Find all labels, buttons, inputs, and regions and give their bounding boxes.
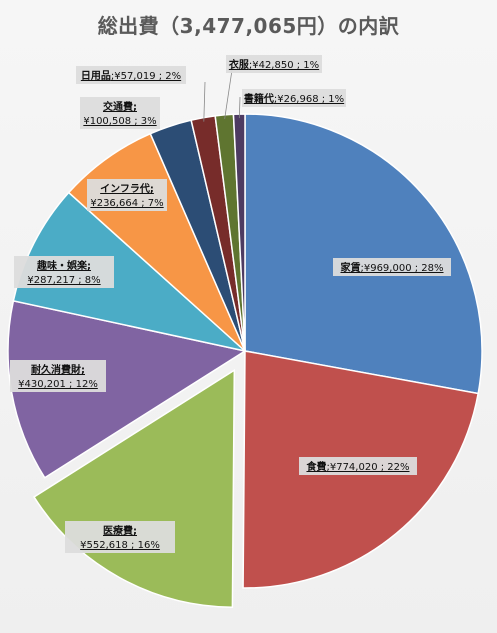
svg-text:日用品;¥57,019 ; 2%: 日用品;¥57,019 ; 2%	[81, 70, 181, 82]
data-label-3: 医療費; ¥552,618 ; 16%	[65, 521, 175, 553]
svg-text:医療費;: 医療費;	[103, 524, 137, 537]
leader-line-10	[238, 96, 241, 119]
pie-slice-5	[12, 191, 248, 353]
data-label-10: 書籍代;¥26,968 ; 1%	[242, 89, 346, 107]
data-label-7: 交通費; ¥100,508 ; 3%	[80, 97, 160, 129]
leader-line-8	[203, 81, 206, 122]
pie-slice-1	[244, 113, 483, 395]
pie-slice-4	[7, 299, 247, 479]
svg-text:趣味・娯楽;: 趣味・娯楽;	[36, 259, 91, 272]
data-label-5: 趣味・娯楽; ¥287,217 ; 8%	[14, 256, 114, 288]
svg-text:交通費;: 交通費;	[103, 100, 137, 113]
data-label-8: 日用品;¥57,019 ; 2%	[76, 66, 186, 84]
svg-text:インフラ代;: インフラ代;	[100, 182, 154, 195]
svg-text:¥430,201 ; 12%: ¥430,201 ; 12%	[18, 379, 98, 390]
svg-text:食費;¥774,020 ; 22%: 食費;¥774,020 ; 22%	[305, 460, 409, 473]
data-label-4: 耐久消費財; ¥430,201 ; 12%	[10, 360, 106, 392]
svg-text:衣服;¥42,850 ; 1%: 衣服;¥42,850 ; 1%	[229, 58, 319, 71]
data-label-9: 衣服;¥42,850 ; 1%	[226, 55, 322, 73]
leader-line-9	[224, 69, 233, 119]
svg-text:耐久消費財;: 耐久消費財;	[31, 363, 85, 376]
svg-text:¥287,217 ; 8%: ¥287,217 ; 8%	[27, 275, 100, 286]
chart-title: 総出費（3,477,065円）の内訳	[97, 14, 400, 38]
svg-text:¥100,508 ; 3%: ¥100,508 ; 3%	[83, 116, 156, 127]
data-label-6: インフラ代; ¥236,664 ; 7%	[87, 179, 167, 211]
svg-text:家賃;¥969,000 ; 28%: 家賃;¥969,000 ; 28%	[340, 261, 443, 274]
data-label-1: 家賃;¥969,000 ; 28%	[333, 258, 451, 276]
svg-text:書籍代;¥26,968 ; 1%: 書籍代;¥26,968 ; 1%	[244, 92, 344, 105]
data-label-2: 食費;¥774,020 ; 22%	[299, 457, 417, 475]
svg-text:¥552,618 ; 16%: ¥552,618 ; 16%	[80, 540, 160, 551]
svg-text:¥236,664 ; 7%: ¥236,664 ; 7%	[90, 198, 163, 209]
